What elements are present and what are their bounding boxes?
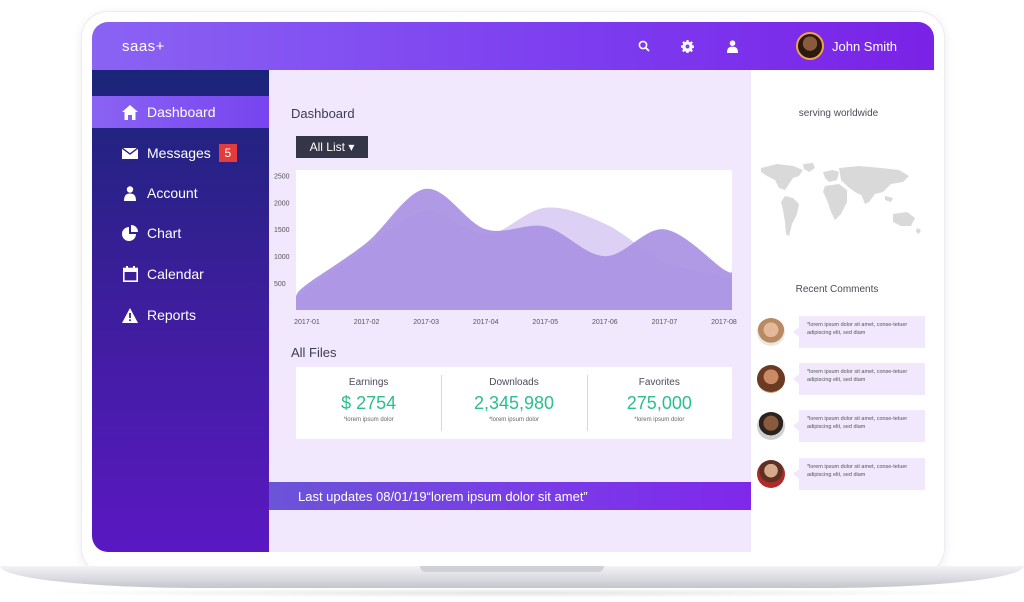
user-menu[interactable]: John Smith — [796, 32, 897, 60]
pie-chart-icon — [121, 224, 139, 242]
comment-text: *lorem ipsum dolor sit amet, conse-tetue… — [793, 363, 925, 395]
main-panel: Dashboard All List ▾ 500 1000 1500 2000 2500… — [269, 70, 751, 552]
app-screen: saas+ John Smith Dashboard — [92, 22, 934, 552]
stat-favorites: Favorites 275,000 *lorem ipsum dolor — [586, 367, 732, 439]
stats-card: Earnings $ 2754 *lorem ipsum dolor Downl… — [296, 367, 732, 439]
stat-value: $ 2754 — [341, 393, 397, 413]
home-icon — [121, 103, 139, 121]
laptop-shadow — [20, 588, 1004, 598]
sidebar-item-label: Dashboard — [147, 104, 216, 120]
avatar — [757, 412, 785, 440]
x-tick-label: 2017-04 — [473, 319, 499, 326]
area-series-0 — [296, 188, 732, 310]
laptop-notch — [420, 566, 604, 572]
comment-text: *lorem ipsum dolor sit amet, conse-tetue… — [793, 458, 925, 490]
avatar — [757, 460, 785, 488]
comment-item[interactable]: *lorem ipsum dolor sit amet, conse-tetue… — [757, 316, 927, 348]
envelope-icon — [121, 144, 139, 162]
sidebar-item-chart[interactable]: Chart — [92, 217, 269, 249]
stat-label: Favorites — [638, 377, 680, 388]
avatar — [757, 318, 785, 346]
comment-item[interactable]: *lorem ipsum dolor sit amet, conse-tetue… — [757, 363, 927, 395]
y-tick-label: 2500 — [274, 173, 290, 180]
sidebar-item-label: Chart — [147, 225, 182, 241]
y-tick-label: 1500 — [274, 227, 290, 234]
sidebar-item-calendar[interactable]: Calendar — [92, 258, 269, 290]
world-map — [761, 163, 921, 236]
x-tick-label: 2017-07 — [652, 319, 678, 326]
stat-note: *lorem ipsum dolor — [488, 417, 539, 423]
list-filter-dropdown[interactable]: All List ▾ — [296, 136, 368, 158]
sidebar: Dashboard Messages 5 Account Chart — [92, 70, 275, 552]
stat-note: *lorem ipsum dolor — [634, 417, 685, 423]
x-tick-label: 2017-02 — [354, 319, 380, 326]
gear-icon[interactable] — [678, 37, 696, 55]
sidebar-item-label: Account — [147, 185, 198, 201]
message-count-badge: 5 — [218, 144, 237, 162]
updates-banner[interactable]: Last updates 08/01/19“lorem ipsum dolor … — [269, 482, 751, 510]
comment-text: *lorem ipsum dolor sit amet, conse-tetue… — [793, 316, 925, 348]
sidebar-item-account[interactable]: Account — [92, 177, 269, 209]
calendar-icon — [121, 265, 139, 283]
stat-value: 2,345,980 — [473, 393, 555, 413]
top-bar: saas+ John Smith — [92, 22, 934, 70]
recent-comments-title: Recent Comments — [795, 284, 879, 295]
sidebar-item-label: Messages — [147, 145, 211, 161]
warning-icon — [121, 306, 139, 324]
stat-note: *lorem ipsum dolor — [343, 417, 394, 423]
stat-label: Earnings — [348, 377, 389, 388]
sidebar-item-dashboard[interactable]: Dashboard — [92, 96, 275, 128]
user-name: John Smith — [832, 38, 898, 54]
avatar — [757, 365, 785, 393]
comment-item[interactable]: *lorem ipsum dolor sit amet, conse-tetue… — [757, 410, 927, 442]
stat-downloads: Downloads 2,345,980 *lorem ipsum dolor — [441, 367, 586, 439]
sidebar-item-reports[interactable]: Reports — [92, 299, 269, 331]
stat-label: Downloads — [489, 377, 539, 388]
x-tick-label: 2017-01 — [294, 319, 320, 326]
stat-earnings: Earnings $ 2754 *lorem ipsum dolor — [296, 367, 441, 439]
page-title: Dashboard — [291, 106, 355, 121]
world-map-title: serving worldwide — [798, 108, 879, 119]
sidebar-item-label: Calendar — [147, 266, 204, 282]
x-tick-label: 2017-03 — [413, 319, 439, 326]
y-tick-label: 1000 — [274, 254, 290, 261]
comment-text: *lorem ipsum dolor sit amet, conse-tetue… — [793, 410, 925, 442]
x-tick-label: 2017-05 — [532, 319, 558, 326]
x-tick-label: 2017-06 — [592, 319, 618, 326]
laptop-base — [0, 566, 1024, 588]
x-tick-label: 2017-08 — [711, 319, 737, 326]
avatar — [796, 32, 824, 60]
user-icon[interactable] — [723, 37, 741, 55]
search-icon[interactable] — [635, 37, 653, 55]
sidebar-item-label: Reports — [147, 307, 197, 323]
stat-value: 275,000 — [626, 393, 692, 413]
brand-logo[interactable]: saas+ — [122, 38, 165, 55]
section-title-all-files: All Files — [291, 345, 337, 360]
area-chart: 500 1000 1500 2000 2500 2017-01 2017-02 2017-0… — [274, 170, 737, 326]
right-panel: serving worldwide Recent Comments — [751, 70, 934, 552]
y-tick-label: 500 — [274, 281, 286, 288]
y-tick-label: 2000 — [274, 200, 290, 207]
sidebar-item-messages[interactable]: Messages 5 — [92, 137, 269, 169]
comment-item[interactable]: *lorem ipsum dolor sit amet, conse-tetue… — [757, 458, 927, 490]
person-icon — [121, 184, 139, 202]
